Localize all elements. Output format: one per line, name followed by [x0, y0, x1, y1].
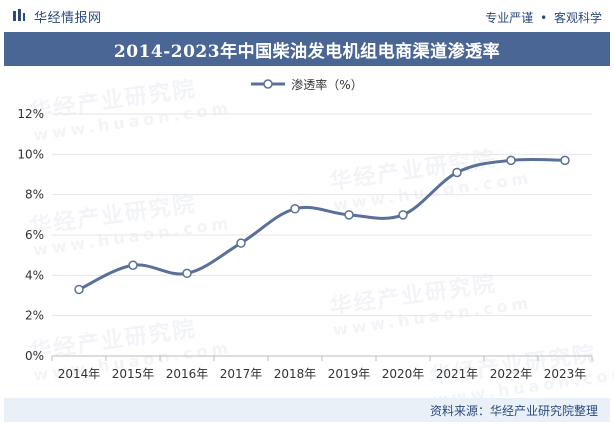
data-point: [128, 260, 138, 270]
tagline: 专业严谨 • 客观科学: [485, 9, 602, 26]
data-point: [290, 204, 300, 214]
x-tick-label: 2016年: [166, 367, 209, 381]
x-tick-label: 2021年: [436, 367, 479, 381]
header-bar: 华经情报网 专业严谨 • 客观科学: [0, 0, 614, 32]
x-tick-label: 2019年: [328, 367, 371, 381]
chart-title-bar: 2014-2023年中国柴油发电机组电商渠道渗透率: [4, 32, 610, 66]
x-tick-label: 2017年: [220, 367, 263, 381]
logo-icon: [12, 9, 26, 23]
tagline-left: 专业严谨: [485, 11, 534, 25]
data-point: [560, 155, 570, 166]
source-label: 资料来源：: [429, 404, 490, 418]
brand-name: 华经情报网: [34, 10, 102, 26]
y-tick-label: 0%: [25, 349, 44, 363]
data-point: [74, 284, 84, 295]
series-line: [77, 157, 567, 291]
source-value: 华经产业研究院整理: [489, 404, 598, 418]
y-tick-label: 12%: [17, 107, 44, 121]
x-tick-label: 2020年: [382, 367, 425, 381]
footer-bar: 资料来源：华经产业研究院整理: [4, 398, 610, 422]
legend-line-marker-icon: [251, 78, 286, 90]
data-point: [398, 210, 408, 220]
data-source: 资料来源：华经产业研究院整理: [430, 402, 598, 419]
y-tick-label: 6%: [25, 228, 44, 242]
y-tick-label: 2%: [25, 309, 44, 323]
brand: 华经情报网: [12, 7, 102, 26]
y-tick-label: 10%: [17, 147, 44, 161]
x-tick-label: 2022年: [490, 367, 533, 381]
x-tick-label: 2018年: [274, 367, 317, 381]
data-point: [182, 268, 192, 279]
x-tick-label: 2014年: [58, 367, 101, 381]
data-point: [344, 210, 354, 220]
tagline-separator: •: [540, 11, 548, 25]
tagline-right: 客观科学: [553, 11, 602, 25]
legend-label: 渗透率（%）: [291, 77, 363, 92]
chart-legend: 渗透率（%）: [0, 74, 614, 94]
chart-title: 2014-2023年中国柴油发电机组电商渠道渗透率: [113, 41, 501, 62]
y-tick-label: 8%: [25, 188, 44, 202]
x-tick-label: 2023年: [544, 367, 587, 381]
data-point: [452, 167, 462, 178]
x-tick-label: 2015年: [112, 367, 155, 381]
data-point: [506, 155, 516, 166]
y-tick-label: 4%: [25, 268, 44, 282]
data-point: [236, 238, 246, 248]
